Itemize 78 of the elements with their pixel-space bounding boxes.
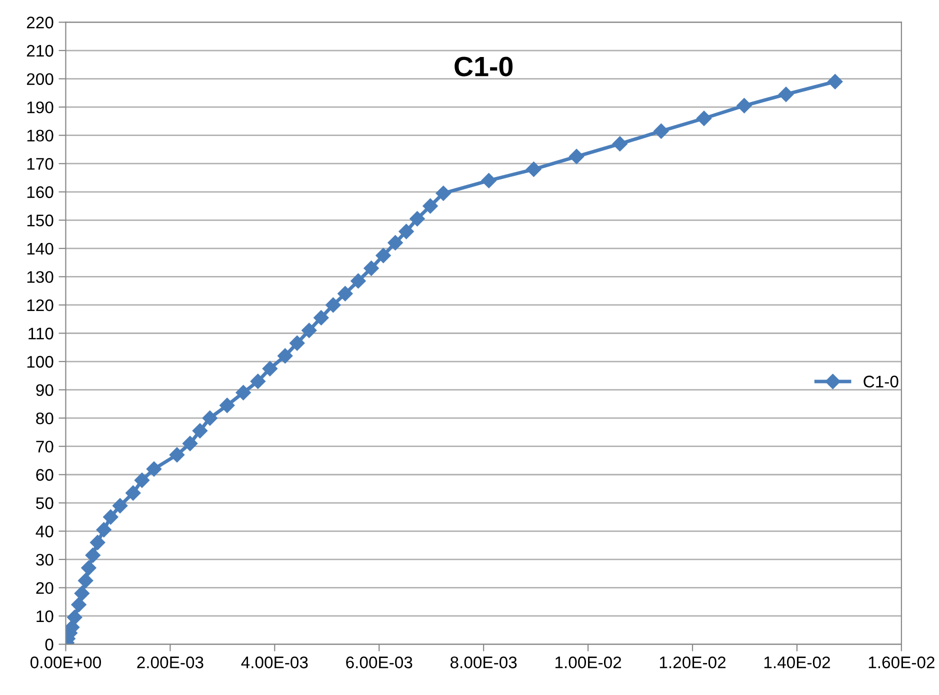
y-tick-label: 140 xyxy=(27,242,54,255)
point xyxy=(778,86,794,102)
point xyxy=(526,162,542,177)
y-tick-label: 100 xyxy=(27,356,54,368)
point xyxy=(654,124,669,139)
point xyxy=(74,586,90,601)
point xyxy=(134,472,150,488)
point xyxy=(78,573,94,588)
point xyxy=(326,297,341,313)
point xyxy=(350,273,366,289)
y-tick-label: 220 xyxy=(26,16,54,28)
x-tick-label: 4.00E-03 xyxy=(241,656,308,668)
point xyxy=(126,485,141,501)
y-tick-label: 40 xyxy=(36,526,54,538)
y-tick-label: 0 xyxy=(45,638,54,650)
x-tick-label: 1.00E-02 xyxy=(556,656,622,668)
y-tick-label: 210 xyxy=(26,44,54,57)
x-tick-label: 8.00E-03 xyxy=(450,656,517,668)
point xyxy=(220,398,235,413)
point xyxy=(398,224,414,240)
point xyxy=(169,447,185,462)
x-tick-label: 0.00E+00 xyxy=(30,656,101,668)
point xyxy=(736,98,752,114)
point xyxy=(388,235,403,250)
y-tick-label: 150 xyxy=(27,214,54,226)
point xyxy=(85,548,100,563)
point xyxy=(90,534,106,550)
point xyxy=(250,374,266,389)
y-tick-label: 60 xyxy=(36,469,54,481)
y-tick-label: 80 xyxy=(36,412,54,424)
y-tick-label: 20 xyxy=(36,582,54,594)
y-tick-label: 200 xyxy=(26,73,54,85)
point xyxy=(96,522,112,538)
y-tick-label: 180 xyxy=(27,130,54,142)
point xyxy=(146,461,162,477)
point xyxy=(568,148,584,164)
x-tick-label: 1.40E-02 xyxy=(764,656,830,668)
point xyxy=(81,560,96,576)
x-tick-label: 6.00E-03 xyxy=(346,656,412,668)
point xyxy=(236,385,251,400)
y-tick-label: 120 xyxy=(27,299,54,312)
x-tick-label: 1.60E-02 xyxy=(868,656,934,668)
point xyxy=(262,361,278,376)
point xyxy=(112,498,128,514)
y-tick-label: 160 xyxy=(27,186,54,198)
point xyxy=(436,186,451,201)
point xyxy=(422,198,438,214)
point xyxy=(612,136,628,152)
point xyxy=(103,509,118,525)
y-tick-label: 10 xyxy=(36,610,54,622)
y-tick-label: 90 xyxy=(36,384,54,396)
point xyxy=(290,336,305,351)
point xyxy=(696,110,712,126)
x-tick-label: 2.00E-03 xyxy=(137,656,204,668)
y-tick-label: 110 xyxy=(28,328,54,340)
point xyxy=(302,322,317,338)
text: C1-0 xyxy=(454,56,513,76)
x-tick-label: 1.20E-02 xyxy=(660,656,726,668)
point xyxy=(192,423,208,438)
point xyxy=(314,310,329,326)
y-tick-label: 170 xyxy=(27,158,54,170)
point xyxy=(278,348,293,364)
y-tick-label: 70 xyxy=(36,440,54,453)
point xyxy=(376,248,391,264)
point xyxy=(338,286,353,302)
point xyxy=(410,211,425,226)
y-tick-label: 30 xyxy=(36,554,54,566)
point xyxy=(828,74,843,90)
point xyxy=(71,597,86,612)
point xyxy=(67,610,82,625)
point xyxy=(182,436,198,452)
y-tick-label: 50 xyxy=(36,497,54,510)
y-tick-label: 130 xyxy=(27,271,54,283)
legend-label: C1-0 xyxy=(864,376,898,388)
point xyxy=(202,410,218,426)
point xyxy=(364,260,379,276)
y-tick-label: 190 xyxy=(27,101,54,114)
point xyxy=(481,173,496,188)
